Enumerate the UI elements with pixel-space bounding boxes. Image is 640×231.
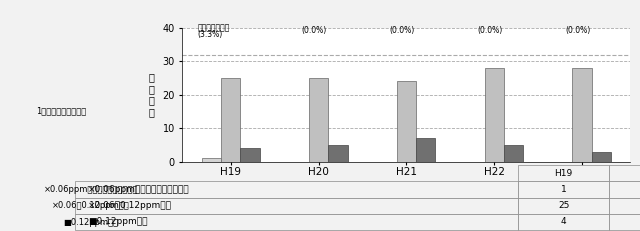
- Text: (0.0%): (0.0%): [565, 26, 590, 35]
- Bar: [592, 152, 611, 162]
- Text: ×0.06ppm以下（環境基準達成）: ×0.06ppm以下（環境基準達成）: [44, 185, 138, 194]
- Bar: [504, 145, 524, 162]
- Text: 1時間値の年間最高値: 1時間値の年間最高値: [36, 106, 86, 115]
- Text: (3.3%): (3.3%): [197, 30, 223, 40]
- Bar: [416, 138, 435, 162]
- Bar: [484, 68, 504, 162]
- Text: (0.0%): (0.0%): [389, 26, 415, 35]
- Text: (0.0%): (0.0%): [301, 26, 327, 35]
- Text: (0.0%): (0.0%): [477, 26, 502, 35]
- Bar: [572, 68, 592, 162]
- Text: ×0.06～0.12ppm未満: ×0.06～0.12ppm未満: [52, 201, 130, 210]
- Bar: [397, 81, 416, 162]
- Bar: [309, 78, 328, 162]
- Bar: [221, 78, 241, 162]
- Text: ■0.12ppm以上: ■0.12ppm以上: [63, 218, 119, 227]
- Bar: [241, 148, 260, 162]
- Bar: [202, 158, 221, 162]
- Bar: [328, 145, 348, 162]
- Text: 環境基準達成率: 環境基準達成率: [197, 24, 230, 33]
- Y-axis label: 測
定
局
数: 測 定 局 数: [148, 72, 154, 117]
